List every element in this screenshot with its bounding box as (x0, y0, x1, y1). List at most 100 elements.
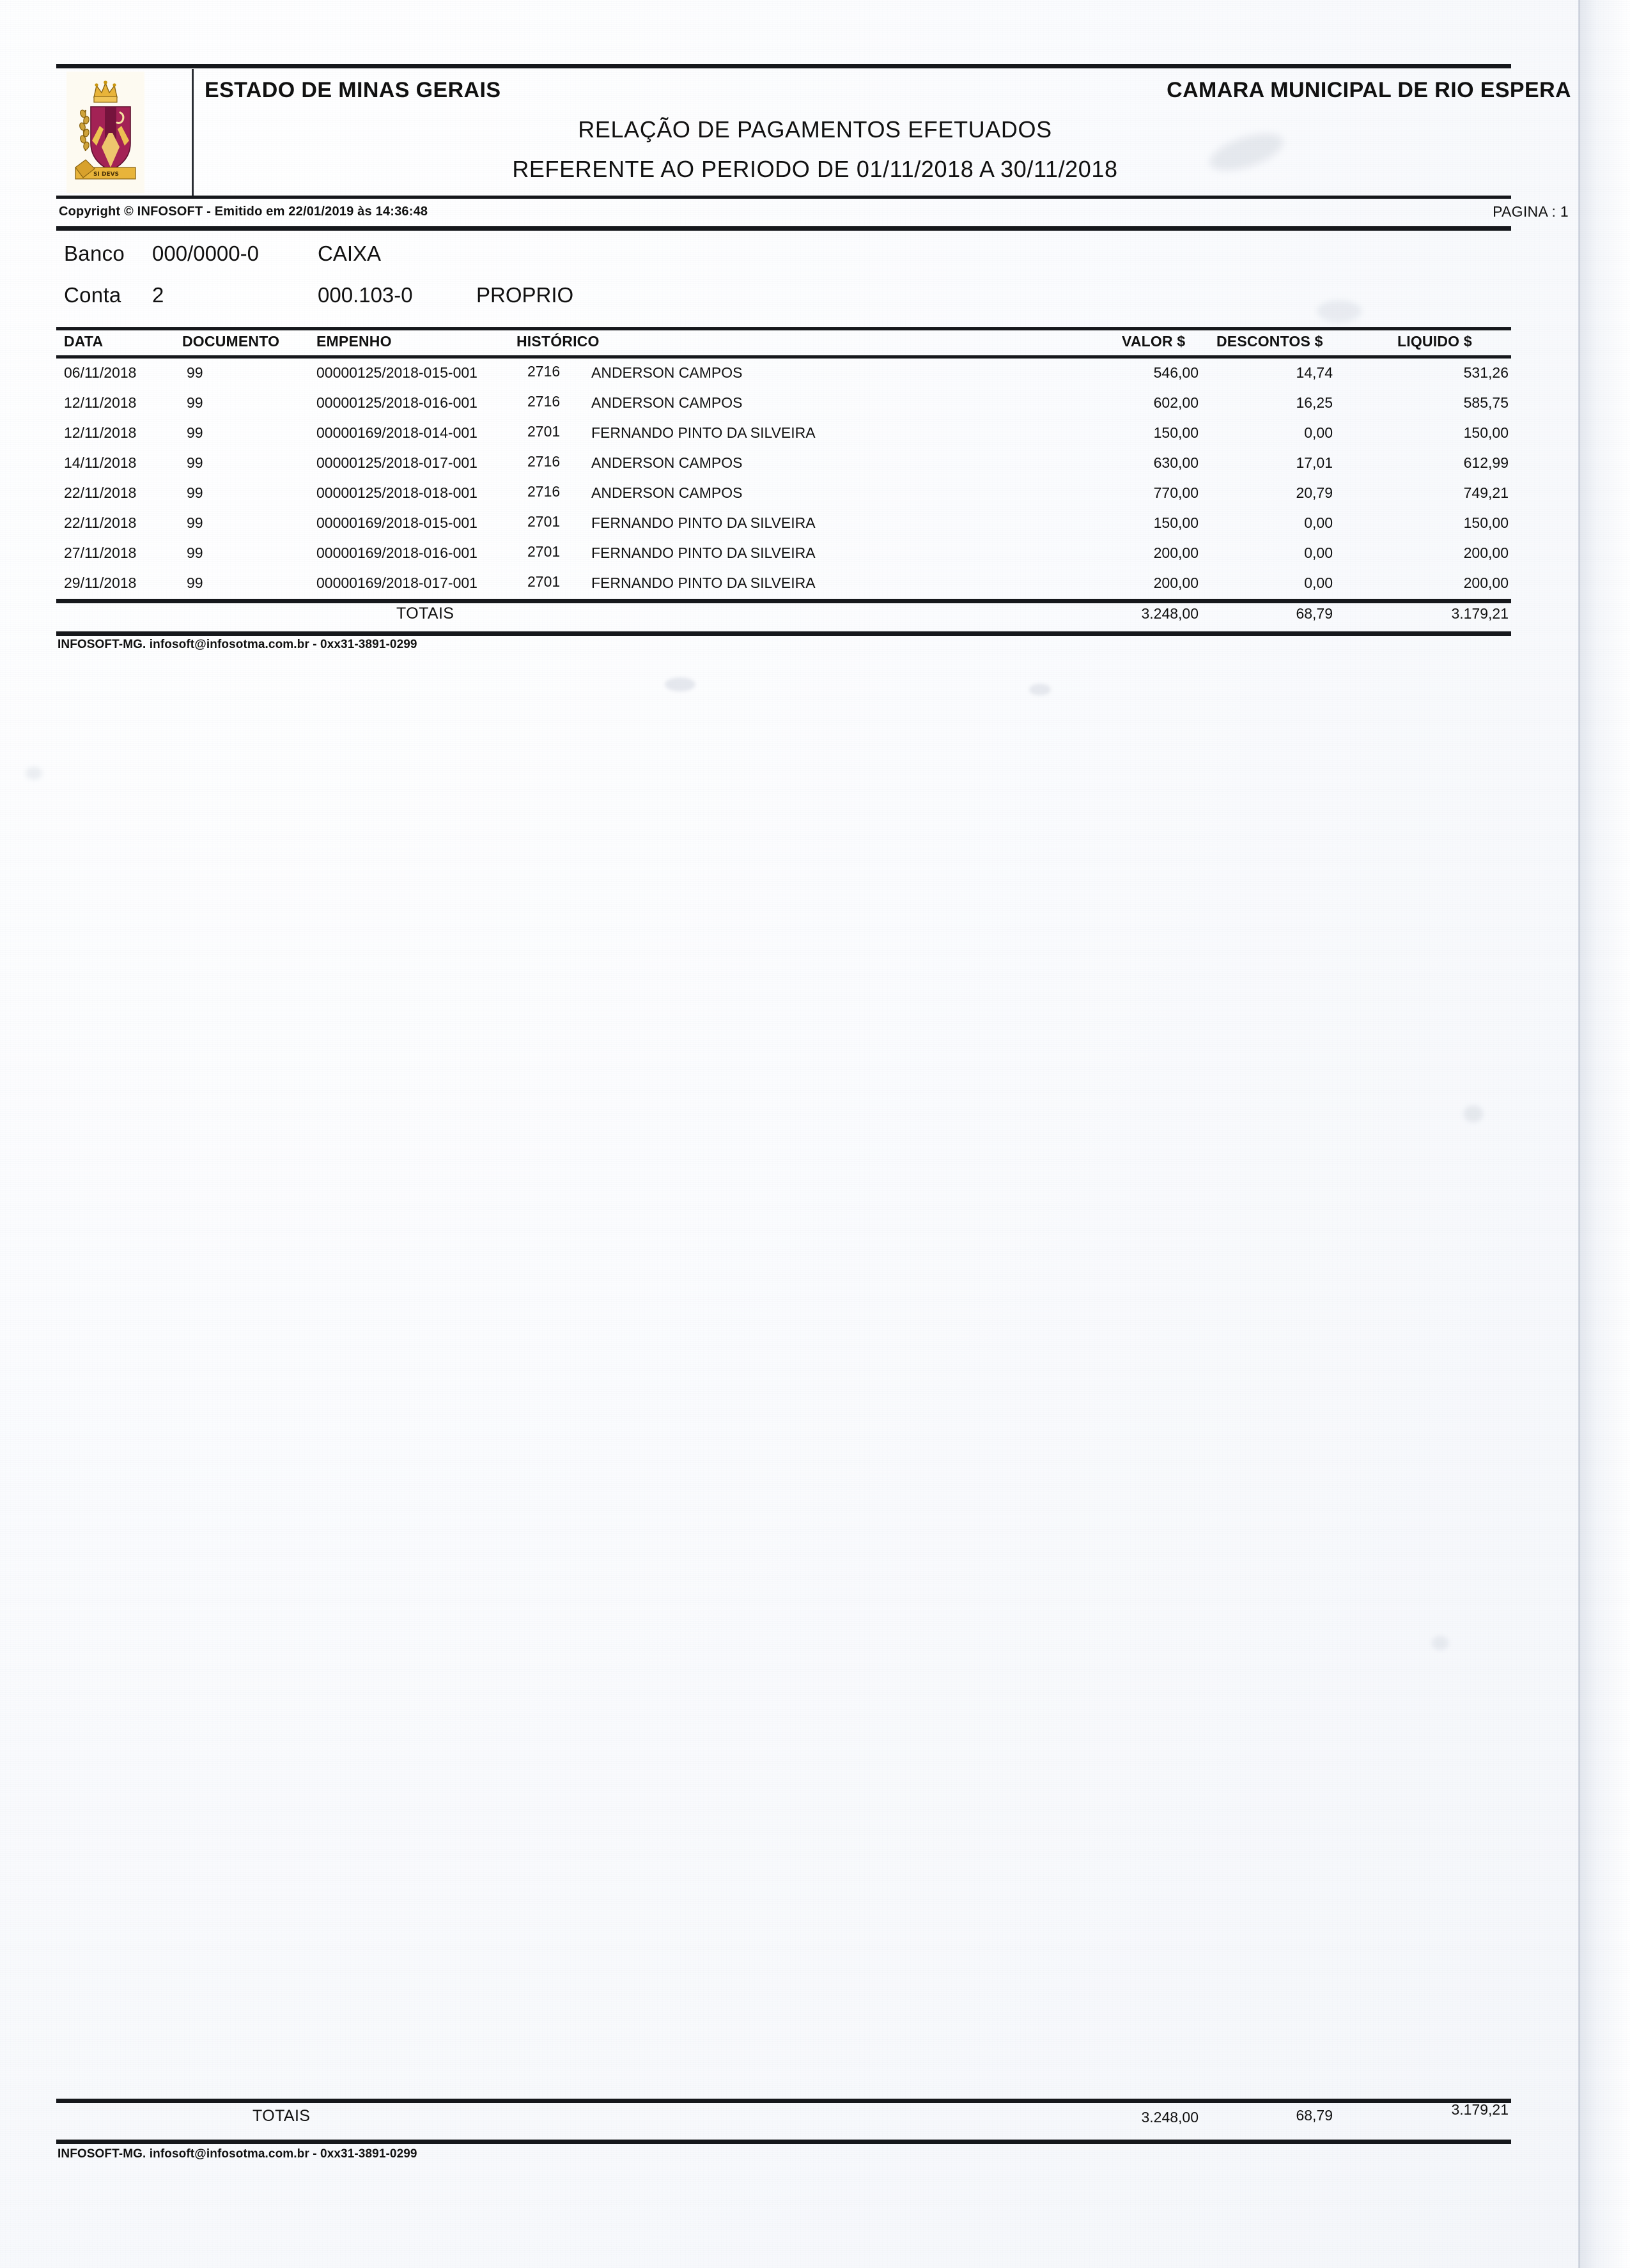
cell-historico-name: FERNANDO PINTO DA SILVEIRA (591, 514, 816, 531)
copyright-bottom-rule (56, 226, 1511, 231)
totals-top-rule (56, 599, 1511, 603)
totals-descontos: 68,79 (1296, 605, 1333, 622)
cell-descontos: 20,79 (1296, 484, 1333, 501)
bank-name: CAIXA (318, 242, 382, 265)
totals-label: TOTAIS (396, 605, 454, 622)
cell-descontos: 0,00 (1304, 575, 1333, 591)
footer-totals-liquido: 3.179,21 (1451, 2101, 1509, 2118)
cell-historico-name: ANDERSON CAMPOS (591, 484, 743, 501)
cell-empenho: 00000125/2018-018-001 (316, 484, 477, 501)
cell-descontos: 0,00 (1304, 514, 1333, 531)
totals-liquido: 3.179,21 (1451, 605, 1509, 622)
header-vertical-divider (192, 69, 194, 196)
header-top-rule (56, 64, 1511, 68)
cell-liquido: 200,00 (1463, 544, 1509, 561)
cell-historico-code: 2716 (527, 363, 561, 380)
cell-documento: 99 (187, 544, 203, 561)
cell-documento: 99 (187, 364, 203, 381)
bank-label: Banco (64, 242, 125, 265)
page-number-label: PAGINA : 1 (1493, 203, 1569, 220)
cell-historico-code: 2716 (527, 453, 561, 470)
cell-historico-name: ANDERSON CAMPOS (591, 454, 743, 471)
cell-historico-code: 2701 (527, 513, 561, 530)
cell-empenho: 00000169/2018-017-001 (316, 575, 477, 591)
cell-data: 27/11/2018 (64, 544, 137, 561)
cell-historico-code: 2701 (527, 573, 561, 590)
cell-empenho: 00000125/2018-016-001 (316, 394, 477, 411)
column-header-empenho: EMPENHO (316, 333, 392, 350)
cell-liquido: 585,75 (1463, 394, 1509, 411)
cell-data: 12/11/2018 (64, 424, 137, 441)
cell-documento: 99 (187, 454, 203, 471)
state-title: ESTADO DE MINAS GERAIS (205, 78, 501, 102)
table-top-rule (56, 327, 1511, 330)
brasao-coat-of-arms-icon: SI DEVS (66, 72, 144, 193)
cell-historico-code: 2716 (527, 483, 561, 500)
cell-historico-code: 2716 (527, 393, 561, 410)
footer-totals-valor: 3.248,00 (1141, 2109, 1199, 2125)
cell-data: 22/11/2018 (64, 484, 137, 501)
column-header-documento: DOCUMENTO (182, 333, 280, 350)
cell-liquido: 749,21 (1463, 484, 1509, 501)
cell-liquido: 150,00 (1463, 424, 1509, 441)
cell-valor: 546,00 (1153, 364, 1199, 381)
infosoft-contact-line: INFOSOFT-MG. infosoft@infosotma.com.br -… (58, 638, 417, 651)
account-type: PROPRIO (476, 283, 574, 307)
cell-historico-name: FERNANDO PINTO DA SILVEIRA (591, 544, 816, 561)
cell-liquido: 150,00 (1463, 514, 1509, 531)
account-number: 2 (152, 283, 164, 307)
cell-historico-code: 2701 (527, 423, 561, 440)
column-header-historico: HISTÓRICO (516, 333, 600, 350)
cell-valor: 200,00 (1153, 575, 1199, 591)
header-bottom-rule (56, 196, 1511, 199)
footer-infosoft-contact-line: INFOSOFT-MG. infosoft@infosotma.com.br -… (58, 2147, 417, 2161)
account-label: Conta (64, 283, 121, 307)
cell-data: 06/11/2018 (64, 364, 137, 381)
cell-empenho: 00000169/2018-015-001 (316, 514, 477, 531)
cell-data: 14/11/2018 (64, 454, 137, 471)
column-header-valor: VALOR $ (1122, 333, 1186, 350)
cell-liquido: 531,26 (1463, 364, 1509, 381)
column-header-liquido: LIQUIDO $ (1397, 333, 1472, 350)
cell-descontos: 0,00 (1304, 544, 1333, 561)
svg-text:SI DEVS: SI DEVS (93, 171, 119, 178)
cell-valor: 150,00 (1153, 514, 1199, 531)
cell-documento: 99 (187, 424, 203, 441)
column-header-data: DATA (64, 333, 104, 350)
cell-data: 29/11/2018 (64, 575, 137, 591)
cell-valor: 770,00 (1153, 484, 1199, 501)
cell-descontos: 14,74 (1296, 364, 1333, 381)
report-title: RELAÇÃO DE PAGAMENTOS EFETUADOS (578, 116, 1052, 143)
bank-code: 000/0000-0 (152, 242, 259, 265)
cell-historico-code: 2701 (527, 543, 561, 560)
footer-totals-descontos: 68,79 (1296, 2107, 1333, 2124)
cell-liquido: 200,00 (1463, 575, 1509, 591)
footer-totals-bottom-rule (56, 2140, 1511, 2144)
cell-valor: 602,00 (1153, 394, 1199, 411)
column-header-descontos: DESCONTOS $ (1216, 333, 1323, 350)
cell-documento: 99 (187, 575, 203, 591)
page-edge-line (1578, 0, 1580, 2268)
cell-documento: 99 (187, 514, 203, 531)
copyright-line: Copyright © INFOSOFT - Emitido em 22/01/… (59, 204, 428, 219)
cell-descontos: 0,00 (1304, 424, 1333, 441)
cell-liquido: 612,99 (1463, 454, 1509, 471)
cell-historico-name: FERNANDO PINTO DA SILVEIRA (591, 424, 816, 441)
footer-totals-top-rule (56, 2099, 1511, 2103)
cell-valor: 200,00 (1153, 544, 1199, 561)
cell-documento: 99 (187, 484, 203, 501)
entity-title: CAMARA MUNICIPAL DE RIO ESPERA (1167, 78, 1571, 102)
cell-data: 22/11/2018 (64, 514, 137, 531)
cell-historico-name: ANDERSON CAMPOS (591, 394, 743, 411)
cell-empenho: 00000169/2018-014-001 (316, 424, 477, 441)
cell-documento: 99 (187, 394, 203, 411)
account-code: 000.103-0 (318, 283, 413, 307)
footer-totals-label: TOTAIS (252, 2107, 311, 2125)
cell-empenho: 00000169/2018-016-001 (316, 544, 477, 561)
table-header-bottom-rule (56, 355, 1511, 359)
cell-valor: 630,00 (1153, 454, 1199, 471)
totals-valor: 3.248,00 (1141, 605, 1199, 622)
cell-historico-name: FERNANDO PINTO DA SILVEIRA (591, 575, 816, 591)
cell-valor: 150,00 (1153, 424, 1199, 441)
cell-historico-name: ANDERSON CAMPOS (591, 364, 743, 381)
